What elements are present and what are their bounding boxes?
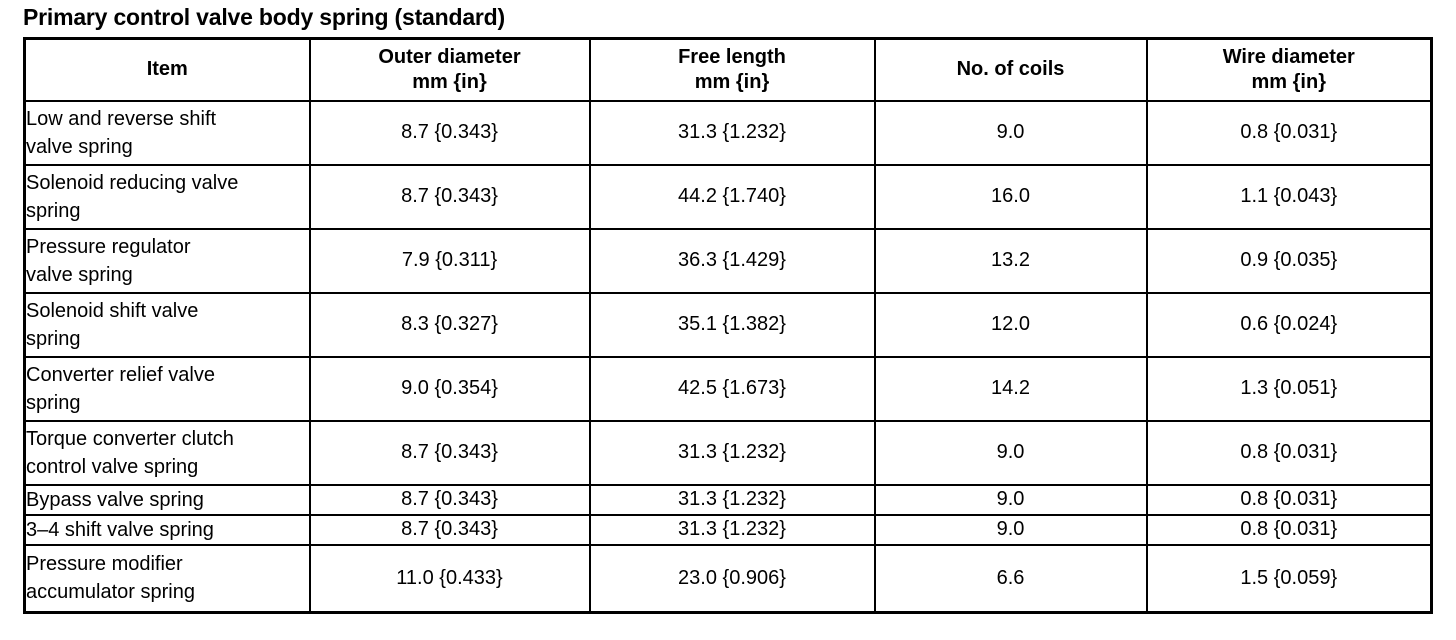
cell-free-length: 31.3 {1.232} <box>588 99 876 166</box>
cell-item: 3–4 shift valve spring <box>23 513 311 546</box>
cell-no-of-coils: 6.6 <box>873 543 1148 614</box>
cell-wire-diameter: 0.8 {0.031} <box>1145 513 1433 546</box>
table-row: Pressure regulator valve spring 7.9 {0.3… <box>23 227 1433 294</box>
cell-outer-diameter: 9.0 {0.354} <box>308 355 591 422</box>
cell-free-length: 31.3 {1.232} <box>588 419 876 486</box>
column-header-outer-diameter: Outer diameter mm {in} <box>308 37 591 102</box>
column-header-free-length: Free length mm {in} <box>588 37 876 102</box>
table-row: Torque converter clutch control valve sp… <box>23 419 1433 486</box>
cell-wire-diameter: 1.1 {0.043} <box>1145 163 1433 230</box>
cell-wire-diameter: 0.8 {0.031} <box>1145 99 1433 166</box>
table-row: Converter relief valve spring 9.0 {0.354… <box>23 355 1433 422</box>
column-header-item: Item <box>23 37 311 102</box>
table-row: Low and reverse shift valve spring 8.7 {… <box>23 99 1433 166</box>
cell-no-of-coils: 9.0 <box>873 483 1148 516</box>
cell-no-of-coils: 9.0 <box>873 513 1148 546</box>
cell-free-length: 31.3 {1.232} <box>588 513 876 546</box>
cell-wire-diameter: 0.8 {0.031} <box>1145 483 1433 516</box>
cell-outer-diameter: 8.7 {0.343} <box>308 483 591 516</box>
cell-item: Solenoid reducing valve spring <box>23 163 311 230</box>
cell-no-of-coils: 12.0 <box>873 291 1148 358</box>
table-row: Solenoid reducing valve spring 8.7 {0.34… <box>23 163 1433 230</box>
cell-item: Solenoid shift valve spring <box>23 291 311 358</box>
cell-free-length: 35.1 {1.382} <box>588 291 876 358</box>
cell-outer-diameter: 8.7 {0.343} <box>308 513 591 546</box>
cell-wire-diameter: 0.6 {0.024} <box>1145 291 1433 358</box>
cell-item: Low and reverse shift valve spring <box>23 99 311 166</box>
table-row: Bypass valve spring 8.7 {0.343} 31.3 {1.… <box>23 483 1433 516</box>
cell-no-of-coils: 13.2 <box>873 227 1148 294</box>
cell-no-of-coils: 14.2 <box>873 355 1148 422</box>
cell-outer-diameter: 8.7 {0.343} <box>308 419 591 486</box>
cell-wire-diameter: 0.8 {0.031} <box>1145 419 1433 486</box>
column-header-no-of-coils: No. of coils <box>873 37 1148 102</box>
cell-outer-diameter: 8.7 {0.343} <box>308 99 591 166</box>
cell-no-of-coils: 9.0 <box>873 99 1148 166</box>
header-row: Item Outer diameter mm {in} Free length … <box>23 37 1433 102</box>
cell-item: Pressure modifier accumulator spring <box>23 543 311 614</box>
table-row: Solenoid shift valve spring 8.3 {0.327} … <box>23 291 1433 358</box>
table-row: Pressure modifier accumulator spring 11.… <box>23 543 1433 614</box>
cell-free-length: 23.0 {0.906} <box>588 543 876 614</box>
spring-spec-table: Item Outer diameter mm {in} Free length … <box>23 37 1433 614</box>
cell-free-length: 36.3 {1.429} <box>588 227 876 294</box>
cell-item: Pressure regulator valve spring <box>23 227 311 294</box>
cell-outer-diameter: 8.3 {0.327} <box>308 291 591 358</box>
cell-no-of-coils: 16.0 <box>873 163 1148 230</box>
cell-outer-diameter: 7.9 {0.311} <box>308 227 591 294</box>
cell-free-length: 31.3 {1.232} <box>588 483 876 516</box>
table-title: Primary control valve body spring (stand… <box>23 4 505 30</box>
cell-item: Torque converter clutch control valve sp… <box>23 419 311 486</box>
cell-free-length: 44.2 {1.740} <box>588 163 876 230</box>
cell-outer-diameter: 11.0 {0.433} <box>308 543 591 614</box>
cell-free-length: 42.5 {1.673} <box>588 355 876 422</box>
document-page: Primary control valve body spring (stand… <box>23 4 1433 614</box>
cell-no-of-coils: 9.0 <box>873 419 1148 486</box>
cell-wire-diameter: 1.3 {0.051} <box>1145 355 1433 422</box>
cell-wire-diameter: 1.5 {0.059} <box>1145 543 1433 614</box>
cell-item: Converter relief valve spring <box>23 355 311 422</box>
column-header-wire-diameter: Wire diameter mm {in} <box>1145 37 1433 102</box>
cell-outer-diameter: 8.7 {0.343} <box>308 163 591 230</box>
cell-wire-diameter: 0.9 {0.035} <box>1145 227 1433 294</box>
cell-item: Bypass valve spring <box>23 483 311 516</box>
table-row: 3–4 shift valve spring 8.7 {0.343} 31.3 … <box>23 513 1433 546</box>
